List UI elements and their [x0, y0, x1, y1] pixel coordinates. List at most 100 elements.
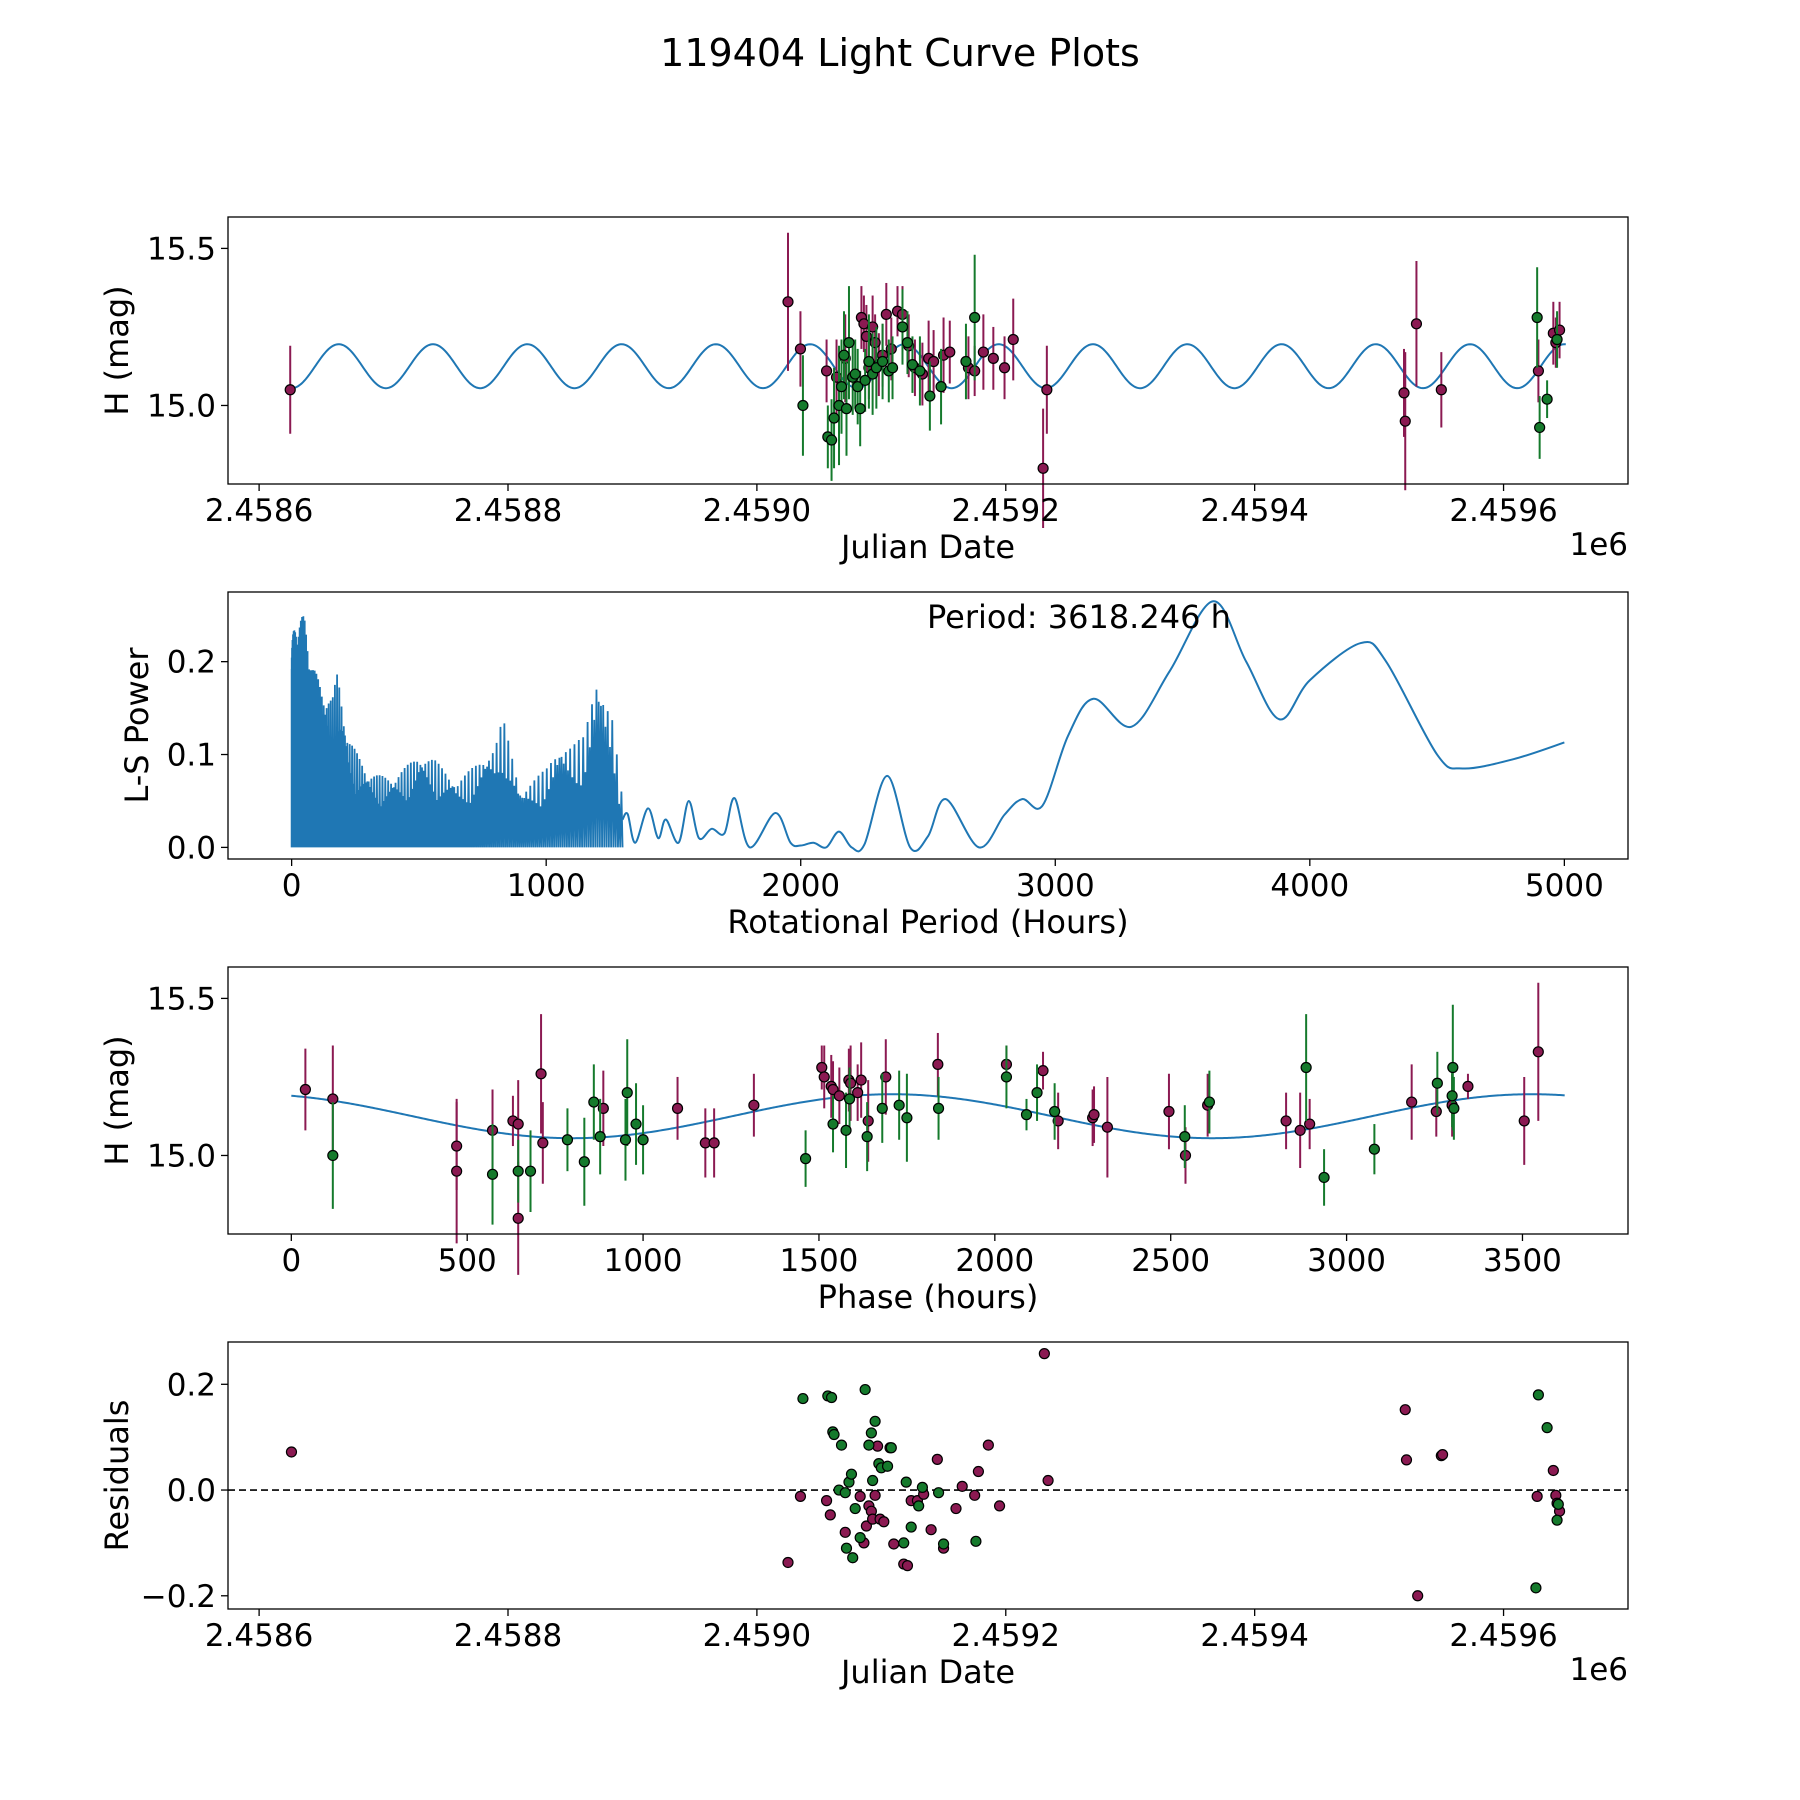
series-filter_a	[299, 982, 1544, 1275]
data-point	[794, 1490, 807, 1502]
data-point	[849, 1502, 861, 1515]
data-point	[881, 1460, 894, 1472]
data-point	[1031, 1087, 1043, 1099]
data-point	[835, 381, 848, 393]
data-point	[1399, 1404, 1411, 1416]
y-tick-label: 0.2	[167, 645, 216, 681]
x-tick-label: 3000	[1307, 1243, 1386, 1279]
x-tick-label: 0	[281, 1243, 301, 1279]
data-point	[524, 1165, 537, 1177]
data-point	[1448, 1102, 1460, 1114]
data-point	[1553, 324, 1566, 336]
residuals-panel: 2.4586 2.4588 2.4590 2.4592 2.4594 2.4596 −0.2…	[98, 1341, 1629, 1691]
series-filter_b	[797, 1383, 1564, 1594]
data-point	[1041, 384, 1053, 396]
data-point	[637, 1134, 649, 1146]
data-point	[901, 337, 914, 349]
x-tick-label: 5000	[1525, 868, 1604, 904]
data-point	[900, 1476, 912, 1488]
data-point	[1049, 1105, 1061, 1118]
data-point	[840, 403, 853, 415]
x-tick-label: 2.4588	[454, 493, 562, 529]
data-point	[820, 1495, 833, 1507]
data-point	[1530, 1582, 1542, 1594]
model-fit-curve	[291, 1093, 1565, 1140]
data-point	[863, 1439, 875, 1451]
data-point	[512, 1212, 524, 1224]
data-point	[327, 1149, 339, 1162]
data-point	[927, 355, 940, 368]
data-point	[1406, 1096, 1418, 1108]
data-point	[799, 1153, 812, 1165]
data-point	[1532, 365, 1545, 377]
data-point	[561, 1134, 574, 1146]
data-point	[825, 1391, 838, 1404]
x-tick-label: 2500	[1131, 1243, 1210, 1279]
data-point	[932, 1487, 945, 1499]
data-point	[782, 1556, 794, 1569]
axes-frame	[227, 216, 1629, 485]
data-point	[830, 371, 843, 383]
x-tick-label: 1000	[507, 868, 586, 904]
data-point	[840, 1124, 852, 1136]
data-point	[854, 403, 866, 415]
periodogram-curve	[621, 600, 1565, 853]
data-point	[880, 1071, 892, 1083]
data-point	[1300, 1061, 1312, 1074]
data-point	[993, 1500, 1006, 1512]
data-point	[860, 1520, 873, 1532]
y-tick-label: 15.0	[147, 1138, 216, 1174]
data-point	[854, 1532, 866, 1544]
data-point	[1547, 1464, 1559, 1477]
data-point	[1000, 1071, 1013, 1083]
x-axis-label: Rotational Period (Hours)	[727, 903, 1128, 941]
data-point	[969, 311, 981, 324]
data-point	[862, 1115, 874, 1127]
data-point	[843, 337, 855, 349]
data-point	[578, 1156, 590, 1168]
data-point	[932, 1058, 944, 1070]
data-point	[937, 1538, 950, 1550]
phased-curve-panel: 0 500 1000 1500 2000 2500 3000 3500 15.0 15.5 Phas…	[98, 966, 1629, 1316]
data-point	[924, 390, 936, 402]
data-point	[1020, 1109, 1033, 1121]
data-point	[1294, 1124, 1306, 1136]
data-point	[893, 1099, 905, 1111]
y-tick-label: 0.0	[167, 1473, 216, 1509]
data-point	[748, 1099, 760, 1111]
data-point	[1042, 1474, 1054, 1487]
data-point	[1037, 462, 1049, 474]
data-point	[982, 1439, 994, 1451]
periodogram-panel: 0 1000 2000 3000 4000 5000 0.0 0.1 0.2 Rotational…	[118, 591, 1629, 941]
y-tick-label: 15.5	[147, 231, 216, 267]
y-axis-label: H (mag)	[98, 1035, 136, 1165]
data-point	[1368, 1143, 1380, 1155]
data-point	[1179, 1131, 1191, 1143]
data-point	[932, 1102, 945, 1114]
data-point	[1410, 318, 1423, 330]
data-point	[828, 412, 840, 424]
data-point	[896, 321, 909, 333]
x-tick-label: 4000	[1270, 868, 1349, 904]
data-point	[1430, 1105, 1442, 1118]
data-point	[1531, 1490, 1543, 1502]
data-point	[998, 362, 1011, 374]
data-point	[863, 355, 875, 368]
data-point	[621, 1087, 633, 1099]
data-point	[839, 1487, 851, 1499]
data-point	[1541, 1422, 1553, 1434]
data-point	[1532, 1046, 1544, 1058]
data-point	[852, 381, 864, 393]
data-point	[1280, 1115, 1292, 1127]
data-point	[840, 1542, 853, 1554]
x-tick-label: 1500	[780, 1243, 859, 1279]
data-point	[901, 1560, 914, 1572]
data-point	[880, 308, 892, 320]
data-point	[1037, 1065, 1049, 1077]
data-point	[869, 337, 881, 349]
data-point	[886, 362, 899, 374]
axes-frame	[227, 1341, 1629, 1610]
data-point	[878, 1516, 890, 1528]
data-point	[824, 1509, 836, 1521]
data-point	[876, 355, 889, 368]
